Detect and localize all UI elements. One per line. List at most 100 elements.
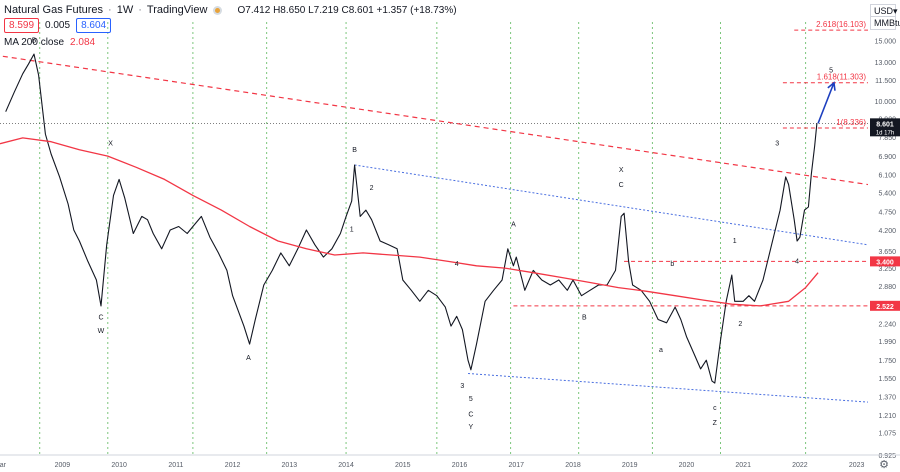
wave-label: 1 <box>733 238 737 245</box>
forecast-arrow-head <box>827 81 836 91</box>
wave-label: 4 <box>455 261 459 268</box>
chevron-down-icon: ▾ <box>893 6 898 16</box>
wave-label: 5 <box>469 396 473 403</box>
y-tick-label: 3.250 <box>878 266 896 273</box>
y-tick-label: 1.210 <box>878 413 896 420</box>
wave-label: B <box>32 38 37 45</box>
price-badge-value: 2.522 <box>876 304 894 311</box>
y-tick-label: 3.650 <box>878 249 896 256</box>
wave-label: 2 <box>738 321 742 328</box>
y-tick-label: 1.990 <box>878 339 896 346</box>
wave-label: X <box>108 141 113 148</box>
wave-label: 2 <box>370 185 374 192</box>
bid-button[interactable]: 8.599 <box>4 18 40 33</box>
x-tick-label: 2013 <box>282 462 298 469</box>
price-badge <box>870 256 900 267</box>
x-tick-label: 2020 <box>679 462 695 469</box>
y-tick-label: 13.000 <box>875 60 897 67</box>
x-tick-label: 2022 <box>792 462 808 469</box>
spread-value: 0.005 <box>45 20 71 31</box>
chart-header: Natural Gas Futures · 1W · TradingView O7.41… <box>4 4 457 17</box>
y-tick-label: 2.240 <box>878 321 896 328</box>
wave-label: C <box>98 315 103 322</box>
price-badge-countdown: 1d 17h <box>876 130 894 136</box>
x-tick-label: 2014 <box>338 462 354 469</box>
y-tick-label: 5.400 <box>878 191 896 198</box>
source-label: TradingView <box>146 4 208 17</box>
x-tick-label: 2019 <box>622 462 638 469</box>
forecast-arrow <box>817 82 835 124</box>
y-tick-label: 4.200 <box>878 228 896 235</box>
x-tick-label: 2010 <box>111 462 127 469</box>
price-badge <box>870 300 900 311</box>
x-tick-label: 2023 <box>849 462 865 469</box>
wave-label: a <box>659 347 663 354</box>
y-tick-label: 1.550 <box>878 376 896 383</box>
indicator-legend[interactable]: MA 200 close 2.084 <box>4 37 95 48</box>
price-badge-value: 8.601 <box>876 121 894 128</box>
ohlc-readout: O7.412 H8.650 L7.219 C8.601 +1.357 (+18.… <box>237 4 457 16</box>
wave-label: b <box>670 261 674 268</box>
y-tick-label: 1.370 <box>878 395 896 402</box>
x-tick-label: 2021 <box>735 462 751 469</box>
wave-label: A <box>246 355 251 362</box>
ma200-line <box>0 137 819 307</box>
vertical-gridlines <box>39 22 807 455</box>
level-label: 2.618(16.103) <box>816 20 866 29</box>
wave-label: c <box>713 405 717 412</box>
indicator-label: MA 200 close <box>4 37 65 48</box>
unit-label: MMBtu <box>874 18 900 28</box>
wave-label: 3 <box>775 141 779 148</box>
ask-button[interactable]: 8.604 <box>76 18 112 33</box>
x-tick-label: ar <box>0 462 7 469</box>
resistance-line <box>2 55 869 186</box>
price-series-line <box>5 53 818 384</box>
fibonacci-levels: 2.618(16.103) 1.618(11.303) 1(8.336) <box>0 20 868 307</box>
wave-label: 3 <box>460 383 464 390</box>
y-tick-label: 10.000 <box>875 99 897 106</box>
y-tick-label: 7.850 <box>878 135 896 142</box>
chart-series <box>0 53 836 384</box>
indicator-value: 2.084 <box>70 37 96 48</box>
price-badge-value: 3.400 <box>876 259 894 266</box>
interval-label[interactable]: 1W <box>116 4 134 17</box>
y-tick-label: 6.900 <box>878 154 896 161</box>
x-tick-label: 2009 <box>55 462 71 469</box>
x-tick-label: 2015 <box>395 462 411 469</box>
gear-icon[interactable]: ⚙ <box>879 458 889 471</box>
wave-label: B <box>352 147 357 154</box>
wave-label: W <box>98 328 105 335</box>
currency-label: USD <box>874 6 894 16</box>
quote-row: 8.599 0.005 8.604 <box>4 18 112 33</box>
unit-selector[interactable]: MMBtu <box>870 16 900 30</box>
trend-channel-lines <box>2 55 869 403</box>
y-tick-label: 0.925 <box>878 453 896 460</box>
y-tick-label: 1.075 <box>878 431 896 438</box>
y-tick-label: 2.880 <box>878 284 896 291</box>
y-tick-label: 15.000 <box>875 39 897 46</box>
wave-label: C <box>619 182 624 189</box>
price-axis-background <box>868 0 900 472</box>
wave-label: 5 <box>829 68 833 75</box>
wave-label: Y <box>469 424 474 431</box>
wave-label: Z <box>713 420 718 427</box>
x-tick-label: 2017 <box>508 462 524 469</box>
x-tick-label: 2016 <box>452 462 468 469</box>
y-tick-label: 6.100 <box>878 172 896 179</box>
price-badge <box>870 118 900 137</box>
market-status-icon <box>213 5 223 15</box>
y-tick-label: 1.750 <box>878 358 896 365</box>
x-tick-label: 2012 <box>225 462 241 469</box>
y-tick-label: 4.750 <box>878 210 896 217</box>
channel-line <box>354 164 869 246</box>
price-axis[interactable]: 15.00013.00011.50010.0008.9007.8506.9006… <box>868 0 900 472</box>
time-axis[interactable]: ar 2009 2010 2011 2012 2013 2014 2015 2016 2017 20… <box>0 454 900 471</box>
x-tick-label: 2018 <box>565 462 581 469</box>
wave-label: A <box>511 221 516 228</box>
level-label: 1(8.336) <box>836 118 866 127</box>
wave-label: B <box>582 315 587 322</box>
symbol-title[interactable]: Natural Gas Futures <box>4 4 104 17</box>
wave-label: 1 <box>350 227 354 234</box>
